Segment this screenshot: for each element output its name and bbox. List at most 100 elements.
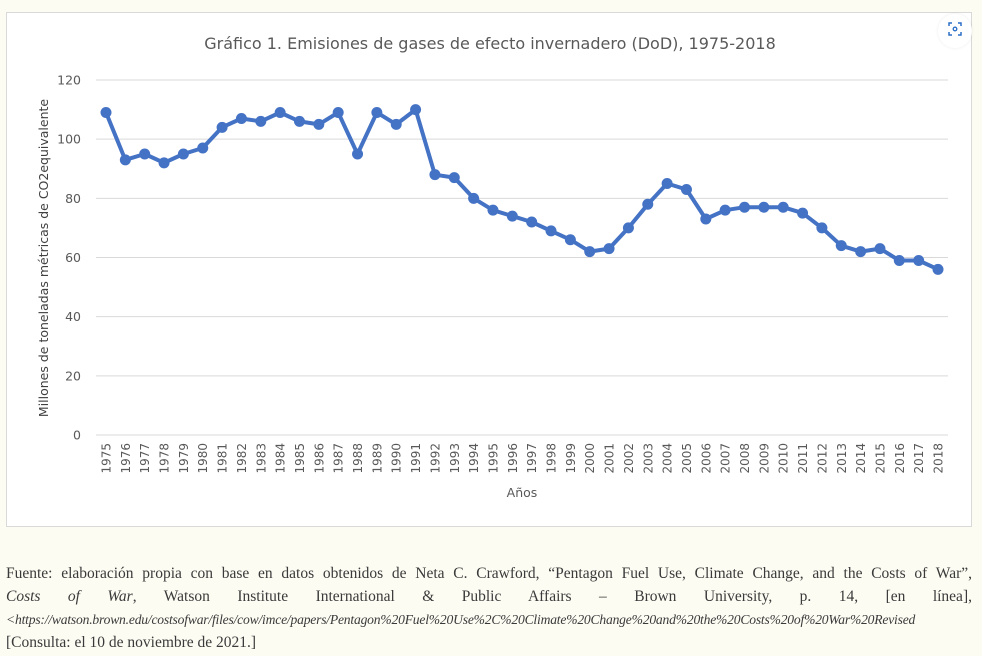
data-point-2015 [874, 243, 886, 255]
data-point-2018 [932, 263, 944, 275]
x-tick-1976: 1976 [119, 443, 133, 474]
x-axis-label: Años [507, 485, 538, 500]
x-tick-2018: 2018 [932, 443, 946, 474]
x-tick-1982: 1982 [235, 443, 249, 474]
y-tick-80: 80 [65, 191, 81, 206]
data-point-1978 [158, 157, 170, 169]
x-tick-1975: 1975 [100, 443, 114, 474]
data-point-1997 [526, 216, 538, 228]
x-tick-1980: 1980 [196, 443, 210, 474]
x-tick-1989: 1989 [370, 443, 384, 474]
series-emisiones [100, 104, 944, 275]
x-tick-1990: 1990 [390, 443, 404, 474]
publication-title: Costs of War [6, 588, 133, 605]
data-point-2012 [816, 222, 828, 234]
y-tick-120: 120 [57, 73, 81, 88]
x-tick-1994: 1994 [467, 443, 481, 474]
data-point-1990 [390, 118, 402, 130]
x-tick-1995: 1995 [486, 443, 500, 474]
data-point-2014 [855, 246, 867, 258]
line-chart: Gráfico 1. Emisiones de gases de efecto … [36, 34, 948, 500]
data-point-1991 [410, 104, 422, 116]
x-tick-2009: 2009 [757, 443, 771, 474]
data-point-1989 [371, 107, 383, 119]
x-tick-2014: 2014 [854, 443, 868, 474]
x-tick-1977: 1977 [138, 443, 152, 474]
data-point-2001 [603, 243, 615, 255]
data-point-1999 [564, 234, 576, 246]
x-tick-2008: 2008 [738, 443, 752, 474]
caption-line-2: Costs of War, Watson Institute Internati… [6, 585, 972, 608]
x-tick-1992: 1992 [428, 443, 442, 474]
data-point-2007 [719, 204, 731, 216]
data-point-1993 [448, 172, 460, 184]
x-tick-2004: 2004 [661, 443, 675, 474]
x-tick-2006: 2006 [699, 443, 713, 474]
x-tick-2002: 2002 [622, 443, 636, 474]
x-tick-1988: 1988 [351, 443, 365, 474]
x-tick-1999: 1999 [564, 443, 578, 474]
x-tick-1985: 1985 [293, 443, 307, 474]
x-tick-2003: 2003 [641, 443, 655, 474]
chart-title: Gráfico 1. Emisiones de gases de efecto … [204, 34, 776, 53]
data-point-2008 [739, 201, 751, 213]
data-point-1994 [468, 192, 480, 204]
data-point-2013 [835, 240, 847, 252]
x-tick-labels: 1975 1976 1977 1978 1979 1980 1981 1982 1983 1984… [100, 443, 946, 474]
data-point-1992 [429, 169, 441, 181]
caption-line-2-rest: , Watson Institute International & Publi… [132, 588, 972, 605]
data-point-1982 [235, 112, 247, 124]
x-tick-1996: 1996 [506, 443, 520, 474]
data-point-2002 [622, 222, 634, 234]
x-tick-1986: 1986 [312, 443, 326, 474]
data-point-1975 [100, 107, 112, 119]
data-point-1998 [545, 225, 557, 237]
expand-image-icon [948, 21, 962, 41]
y-axis-label: Millones de toneladas métricas de CO2equ… [36, 99, 51, 418]
y-tick-100: 100 [57, 132, 81, 147]
y-tick-labels: 0 20 40 60 80 100 120 [57, 73, 81, 443]
data-point-1984 [274, 107, 286, 119]
data-point-1979 [177, 148, 189, 160]
x-tick-1979: 1979 [177, 443, 191, 474]
source-url-link[interactable]: <https://watson.brown.edu/costsofwar/fil… [6, 612, 916, 627]
data-point-1995 [487, 204, 499, 216]
x-tick-1997: 1997 [525, 443, 539, 474]
expand-image-button[interactable] [938, 14, 972, 48]
caption-line-4: [Consulta: el 10 de noviembre de 2021.] [6, 634, 257, 651]
data-point-1985 [293, 115, 305, 127]
x-tick-1998: 1998 [545, 443, 559, 474]
x-tick-2010: 2010 [777, 443, 791, 474]
x-tick-2016: 2016 [893, 443, 907, 474]
data-point-1987 [332, 107, 344, 119]
data-point-2005 [680, 183, 692, 195]
data-point-2004 [661, 178, 673, 190]
data-point-1986 [313, 118, 325, 130]
y-tick-20: 20 [65, 368, 81, 383]
x-tick-1991: 1991 [409, 443, 423, 474]
data-point-1996 [506, 210, 518, 222]
data-point-1977 [139, 148, 151, 160]
x-tick-1978: 1978 [158, 443, 172, 474]
x-tick-1983: 1983 [254, 443, 268, 474]
x-tick-2015: 2015 [873, 443, 887, 474]
x-tick-2013: 2013 [835, 443, 849, 474]
data-point-2010 [777, 201, 789, 213]
x-tick-1981: 1981 [216, 443, 230, 474]
x-tick-2012: 2012 [815, 443, 829, 474]
data-point-2000 [584, 246, 596, 258]
series-line [104, 107, 940, 272]
data-point-1981 [216, 121, 228, 133]
x-tick-1993: 1993 [448, 443, 462, 474]
data-point-2009 [758, 201, 770, 213]
x-tick-1987: 1987 [332, 443, 346, 474]
x-tick-2007: 2007 [719, 443, 733, 474]
caption-line-1: Fuente: elaboración propia con base en d… [6, 565, 972, 582]
y-tick-40: 40 [65, 309, 81, 324]
x-tick-2001: 2001 [603, 443, 617, 474]
data-point-2011 [797, 207, 809, 219]
data-point-1988 [352, 148, 364, 160]
data-point-1983 [255, 115, 267, 127]
x-tick-2017: 2017 [912, 443, 926, 474]
data-point-2017 [913, 254, 925, 266]
